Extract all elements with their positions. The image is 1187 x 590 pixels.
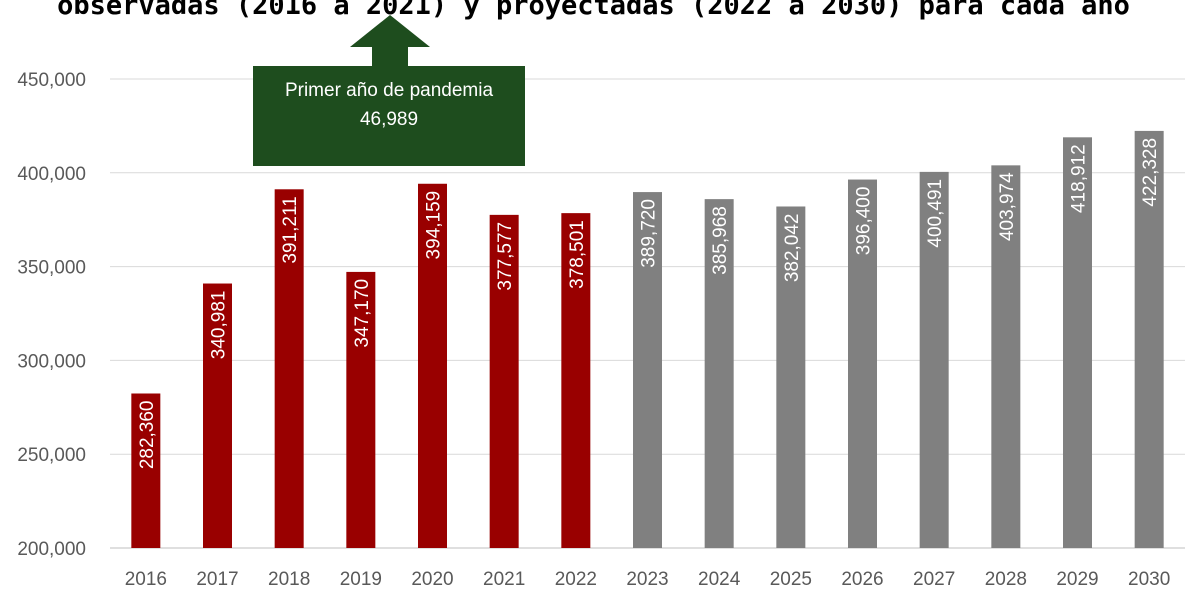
x-tick-label: 2022 (555, 569, 597, 590)
y-axis: 200,000 250,000 300,000 350,000 400,000 450,0… (17, 70, 86, 560)
bar (991, 165, 1021, 548)
bar-value-label: 377,577 (495, 222, 516, 291)
bar-value-label: 385,968 (710, 206, 731, 275)
bar-value-label: 403,974 (997, 172, 1018, 241)
bar (848, 179, 877, 549)
x-tick-label: 2029 (1056, 569, 1098, 590)
bar-value-label: 400,491 (925, 179, 946, 248)
annotation-line2: 46,989 (360, 109, 418, 130)
bar (203, 283, 232, 548)
bar-value-label: 347,170 (352, 279, 373, 348)
bar (1134, 130, 1164, 549)
bar (489, 214, 519, 549)
bar-value-label: 340,981 (209, 291, 230, 360)
x-tick-label: 2028 (985, 569, 1027, 590)
bar (1063, 137, 1092, 548)
bar-value-label: 391,211 (280, 196, 301, 263)
x-tick-label: 2023 (626, 569, 668, 590)
bar (776, 206, 806, 549)
bar (561, 213, 591, 548)
bar (131, 393, 161, 548)
x-tick-label: 2030 (1128, 569, 1170, 590)
bar-value-label: 396,400 (854, 187, 875, 256)
bar (919, 171, 949, 548)
y-tick-label: 300,000 (17, 351, 86, 372)
x-tick-label: 2026 (841, 569, 883, 590)
x-tick-label: 2027 (913, 569, 955, 590)
x-tick-label: 2025 (770, 569, 812, 590)
pandemic-annotation: Primer año de pandemia 46,989 (253, 15, 525, 166)
x-tick-label: 2016 (125, 569, 167, 590)
chart-title: observadas (2016 a 2021) y proyectadas (… (57, 0, 1130, 21)
annotation-box (253, 66, 525, 166)
x-tick-label: 2024 (698, 569, 741, 590)
y-tick-label: 250,000 (17, 445, 86, 466)
annotation-line1: Primer año de pandemia (285, 80, 493, 101)
bar-value-label: 382,042 (782, 213, 803, 282)
bar-value-label: 282,360 (137, 400, 158, 469)
bar (346, 271, 376, 548)
bar (633, 192, 662, 549)
bar-value-label: 418,912 (1069, 144, 1090, 213)
bar (274, 189, 304, 549)
x-tick-label: 2017 (196, 569, 238, 590)
up-arrow-icon (350, 15, 430, 66)
bar (704, 199, 734, 549)
x-axis: 2016 2017 2018 2019 2020 2021 2022 2023 2024 2025… (125, 569, 1171, 590)
x-tick-label: 2018 (268, 569, 310, 590)
x-tick-label: 2019 (340, 569, 382, 590)
x-tick-label: 2021 (483, 569, 525, 590)
bar-value-label: 422,328 (1140, 138, 1161, 207)
bars: 282,360 340,981 391,211 347,170 394,159 377,5… (131, 130, 1164, 549)
bar (418, 183, 447, 548)
bar-value-label: 378,501 (567, 220, 588, 289)
y-tick-label: 200,000 (17, 539, 86, 560)
y-tick-label: 400,000 (17, 164, 86, 185)
y-tick-label: 450,000 (17, 70, 86, 91)
bar-value-label: 394,159 (424, 191, 445, 260)
x-tick-label: 2020 (411, 569, 453, 590)
y-tick-label: 350,000 (17, 258, 86, 279)
bar-value-label: 389,720 (639, 199, 660, 268)
